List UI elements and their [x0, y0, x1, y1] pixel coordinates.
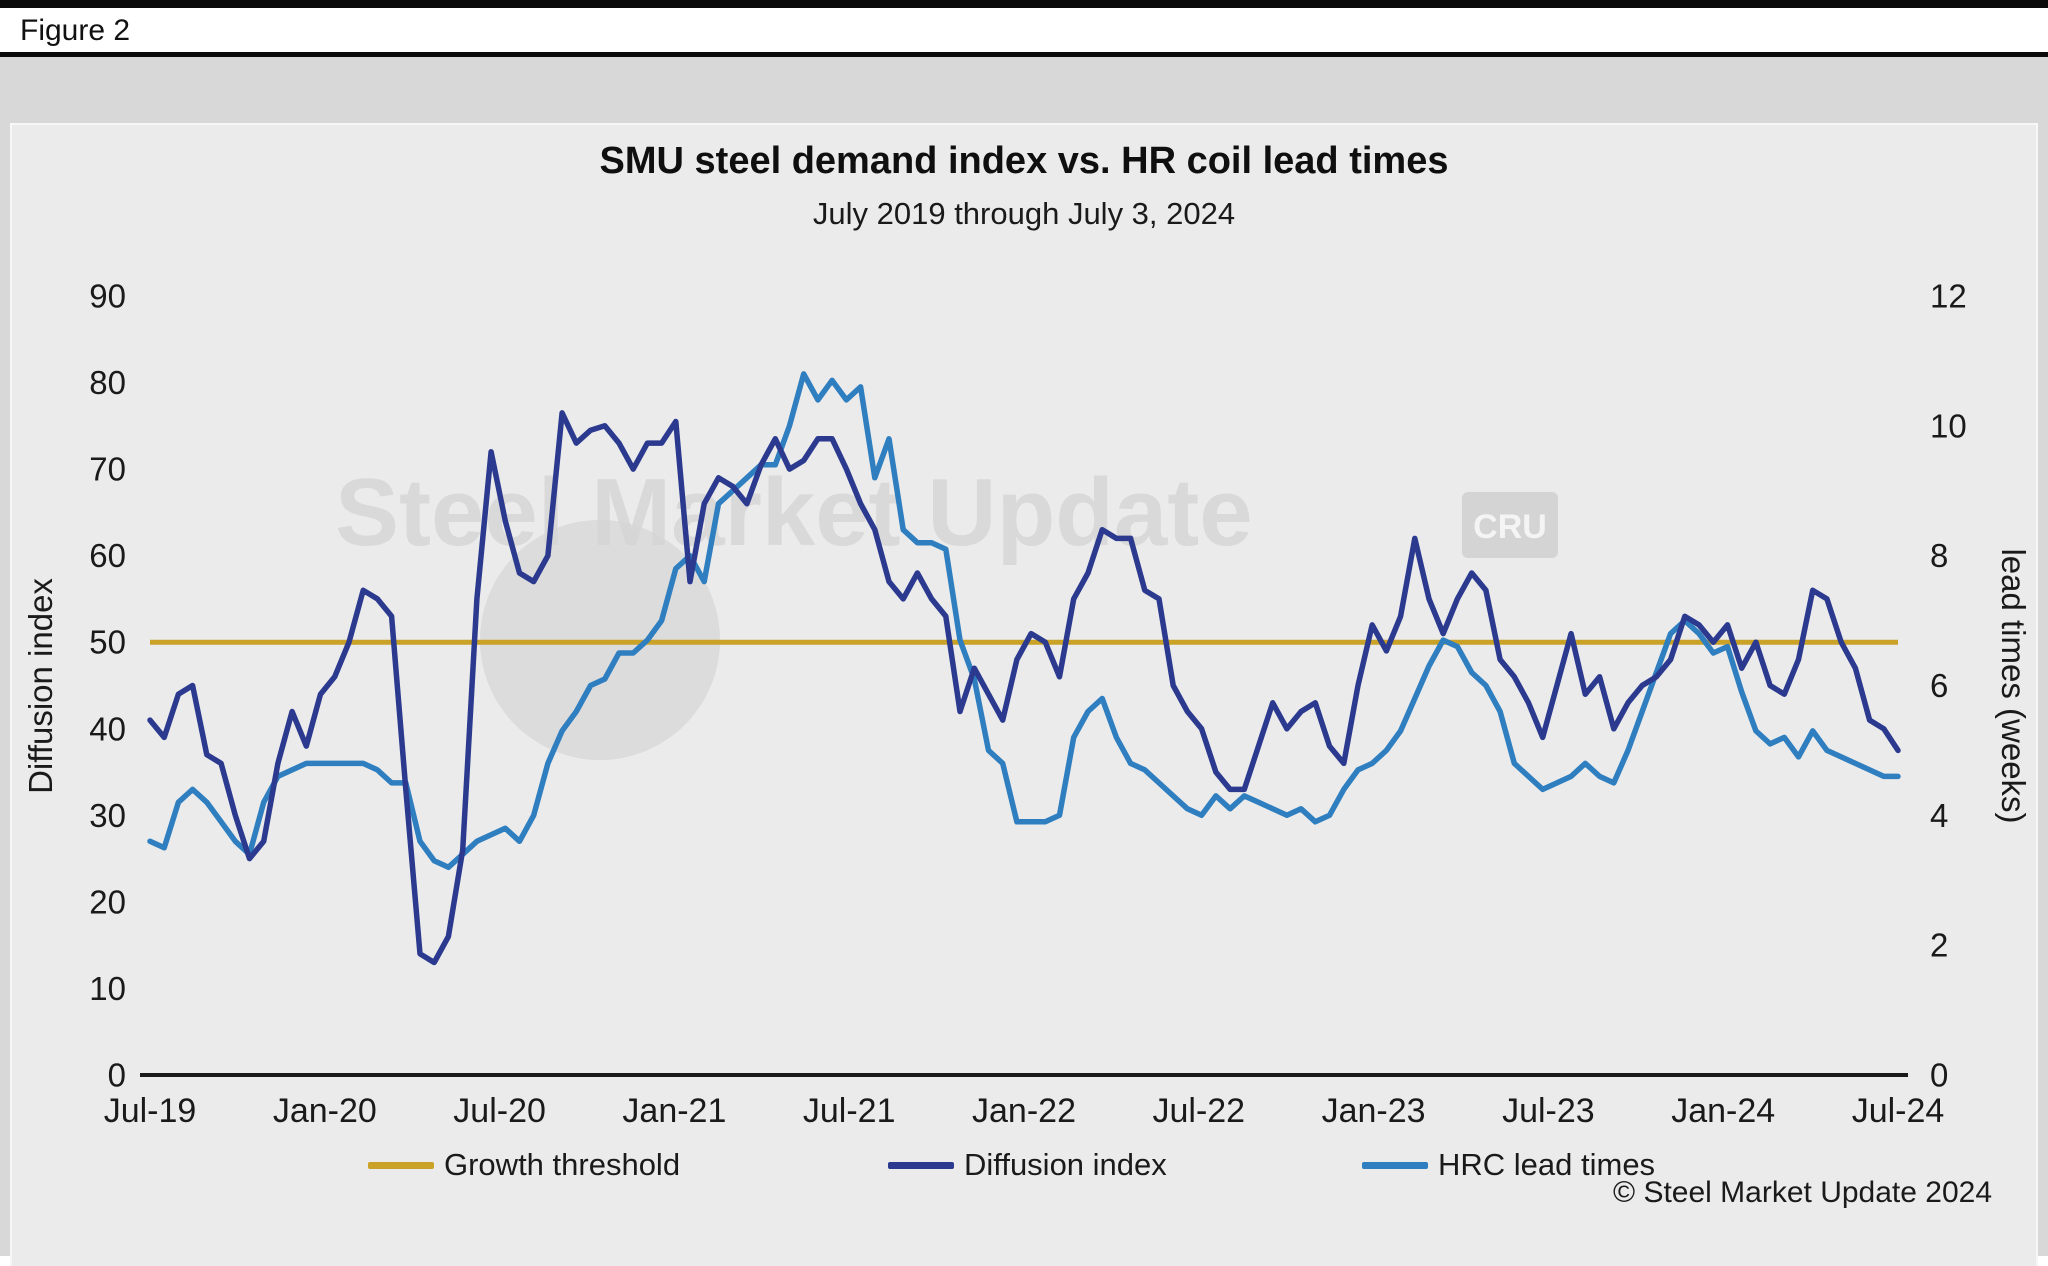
chart-canvas: [0, 57, 2048, 1266]
legend-label: Growth threshold: [444, 1147, 681, 1182]
legend-item-diffusion-index: Diffusion index: [888, 1142, 1167, 1188]
figure-header: Figure 2: [0, 8, 2048, 52]
diffusion-index-swatch: [888, 1161, 954, 1169]
top-black-bar: [0, 0, 2048, 8]
copyright-notice: © Steel Market Update 2024: [1613, 1176, 1992, 1209]
legend-label: HRC lead times: [1438, 1147, 1656, 1182]
legend-item-hrc-lead-times: HRC lead times: [1362, 1142, 1655, 1188]
chart-subtitle: July 2019 through July 3, 2024: [812, 196, 1236, 231]
growth-threshold-swatch: [368, 1161, 434, 1169]
chart-legend: Growth threshold Diffusion index HRC lea…: [0, 1142, 2048, 1188]
chart-panel: [10, 123, 2038, 1266]
legend-item-growth-threshold: Growth threshold: [368, 1142, 680, 1188]
legend-label: Diffusion index: [964, 1147, 1167, 1182]
figure-label: Figure 2: [20, 14, 131, 47]
hrc-lead-times-swatch: [1362, 1161, 1428, 1169]
chart-title: SMU steel demand index vs. HR coil lead …: [599, 140, 1449, 182]
header-divider: [0, 52, 2048, 57]
